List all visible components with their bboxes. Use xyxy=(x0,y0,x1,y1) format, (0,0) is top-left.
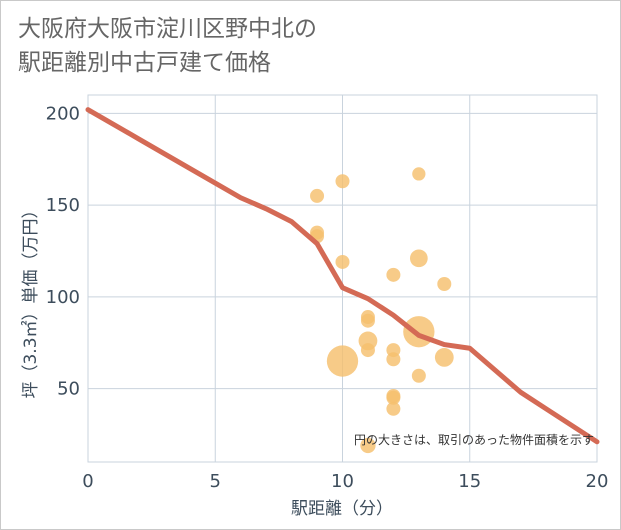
data-bubble xyxy=(434,348,454,367)
x-tick-label: 20 xyxy=(586,471,609,492)
x-tick-labels: 0 5 10 15 20 xyxy=(82,471,608,492)
x-axis-label: 駅距離（分） xyxy=(291,499,393,519)
x-tick-label: 5 xyxy=(210,471,221,492)
y-axis-label: 坪（3.3㎡）単価（万円） xyxy=(21,201,41,398)
y-tick-label: 50 xyxy=(57,379,80,400)
data-bubble xyxy=(412,167,426,181)
data-bubble xyxy=(360,343,375,358)
y-tick-label: 150 xyxy=(46,195,80,216)
bubble-size-note: 円の大きさは、取引のあった物件面積を示す xyxy=(354,432,594,447)
y-tick-labels: 50 100 150 200 xyxy=(46,103,80,399)
y-tick-label: 100 xyxy=(46,287,80,308)
trend-line-group xyxy=(85,107,600,445)
grid-lines xyxy=(87,95,598,462)
data-bubble xyxy=(360,313,375,328)
bubbles xyxy=(310,167,454,454)
data-bubble xyxy=(386,267,401,282)
trend-line xyxy=(85,107,600,445)
data-bubble xyxy=(335,254,350,269)
chart-title-line-1: 大阪府大阪市淀川区野中北の xyxy=(18,16,317,42)
data-bubble xyxy=(403,316,435,348)
x-tick-label: 0 xyxy=(82,471,93,492)
x-tick-label: 15 xyxy=(458,471,481,492)
data-bubble xyxy=(335,174,350,189)
data-bubble xyxy=(386,401,401,416)
data-bubble xyxy=(310,188,325,203)
data-bubble xyxy=(326,345,359,377)
data-bubble xyxy=(386,352,401,367)
data-bubble xyxy=(409,249,428,268)
data-bubble xyxy=(411,368,426,383)
data-bubble xyxy=(360,437,376,454)
y-tick-label: 200 xyxy=(46,103,80,124)
data-bubble xyxy=(437,277,452,292)
data-bubble xyxy=(386,390,401,405)
chart-title-line-2: 駅距離別中古戸建て価格 xyxy=(18,50,271,76)
x-tick-label: 10 xyxy=(331,471,354,492)
chart-title: 大阪府大阪市淀川区野中北の 駅距離別中古戸建て価格 xyxy=(18,12,317,80)
